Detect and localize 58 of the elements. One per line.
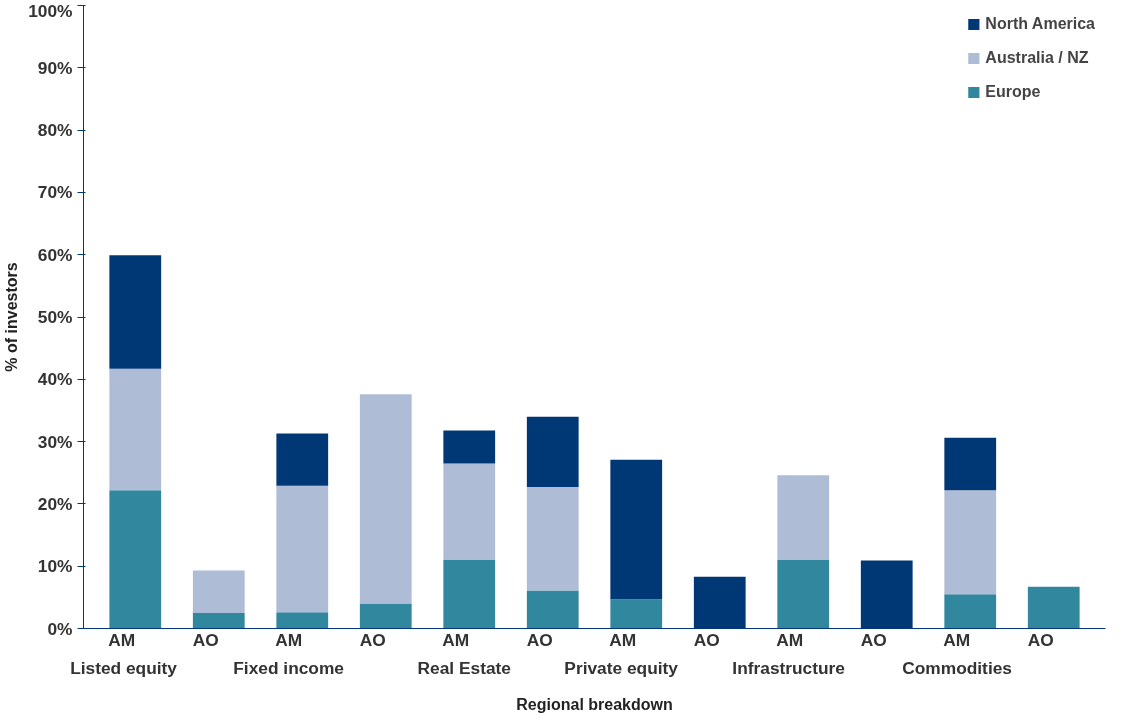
bar bbox=[443, 430, 496, 464]
legend-label: Australia / NZ bbox=[985, 49, 1089, 67]
bar bbox=[276, 612, 329, 629]
y-tick-label: 80% bbox=[37, 120, 73, 141]
bar bbox=[526, 416, 579, 488]
x-tick-label: AM bbox=[108, 629, 136, 650]
x-tick-label: AO bbox=[860, 629, 887, 650]
bar bbox=[944, 490, 997, 595]
bar bbox=[276, 485, 329, 613]
x-tick-label: AM bbox=[275, 629, 303, 650]
bar bbox=[109, 490, 162, 629]
y-tick-label: 100% bbox=[28, 0, 73, 21]
text: Listed equity bbox=[70, 657, 178, 678]
x-tick-label: AO bbox=[359, 629, 386, 650]
y-tick-label: 50% bbox=[37, 307, 73, 327]
bar bbox=[610, 459, 663, 600]
bar bbox=[109, 368, 162, 491]
x-tick-label: AO bbox=[1027, 629, 1054, 650]
bar bbox=[610, 599, 663, 629]
text: Infrastructure bbox=[732, 657, 846, 678]
y-tick-label: 20% bbox=[37, 493, 73, 514]
y-tick-label: 10% bbox=[37, 556, 73, 577]
bar bbox=[944, 437, 997, 491]
x-tick-label: AM bbox=[609, 629, 637, 650]
bar bbox=[944, 594, 997, 629]
y-tick-label: 60% bbox=[37, 244, 73, 265]
text: Private equity bbox=[564, 657, 679, 678]
text: Real Estate bbox=[417, 657, 512, 678]
text: Fixed income bbox=[233, 657, 345, 678]
y-axis-title: % of investors bbox=[3, 262, 21, 372]
x-tick-label: AO bbox=[693, 629, 720, 650]
bar bbox=[359, 394, 412, 604]
y-tick-label: 70% bbox=[37, 182, 73, 203]
bar bbox=[359, 603, 412, 629]
bar bbox=[526, 487, 579, 591]
bar bbox=[192, 612, 245, 629]
bar bbox=[777, 475, 830, 560]
x-tick-label: AO bbox=[526, 629, 553, 650]
legend-label: Europe bbox=[985, 83, 1041, 101]
bar bbox=[109, 255, 162, 369]
bar bbox=[777, 559, 830, 629]
bar bbox=[443, 463, 496, 560]
y-tick-label: 40% bbox=[37, 369, 73, 390]
x-tick-label: AM bbox=[943, 629, 971, 650]
bar bbox=[192, 570, 245, 613]
y-tick-label: 30% bbox=[37, 431, 73, 452]
bar bbox=[276, 433, 329, 486]
x-tick-label: AM bbox=[442, 629, 470, 650]
y-tick-label: 0% bbox=[47, 618, 73, 639]
bar bbox=[443, 559, 496, 629]
y-tick-label: 90% bbox=[37, 57, 73, 78]
bar bbox=[1027, 586, 1080, 629]
x-axis-title: Regional breakdown bbox=[516, 695, 673, 713]
bar bbox=[526, 590, 579, 629]
x-tick-label: AO bbox=[192, 629, 219, 650]
text: Commodities bbox=[902, 657, 1012, 678]
x-tick-label: AM bbox=[776, 629, 804, 650]
legend-label: North America bbox=[985, 15, 1095, 33]
